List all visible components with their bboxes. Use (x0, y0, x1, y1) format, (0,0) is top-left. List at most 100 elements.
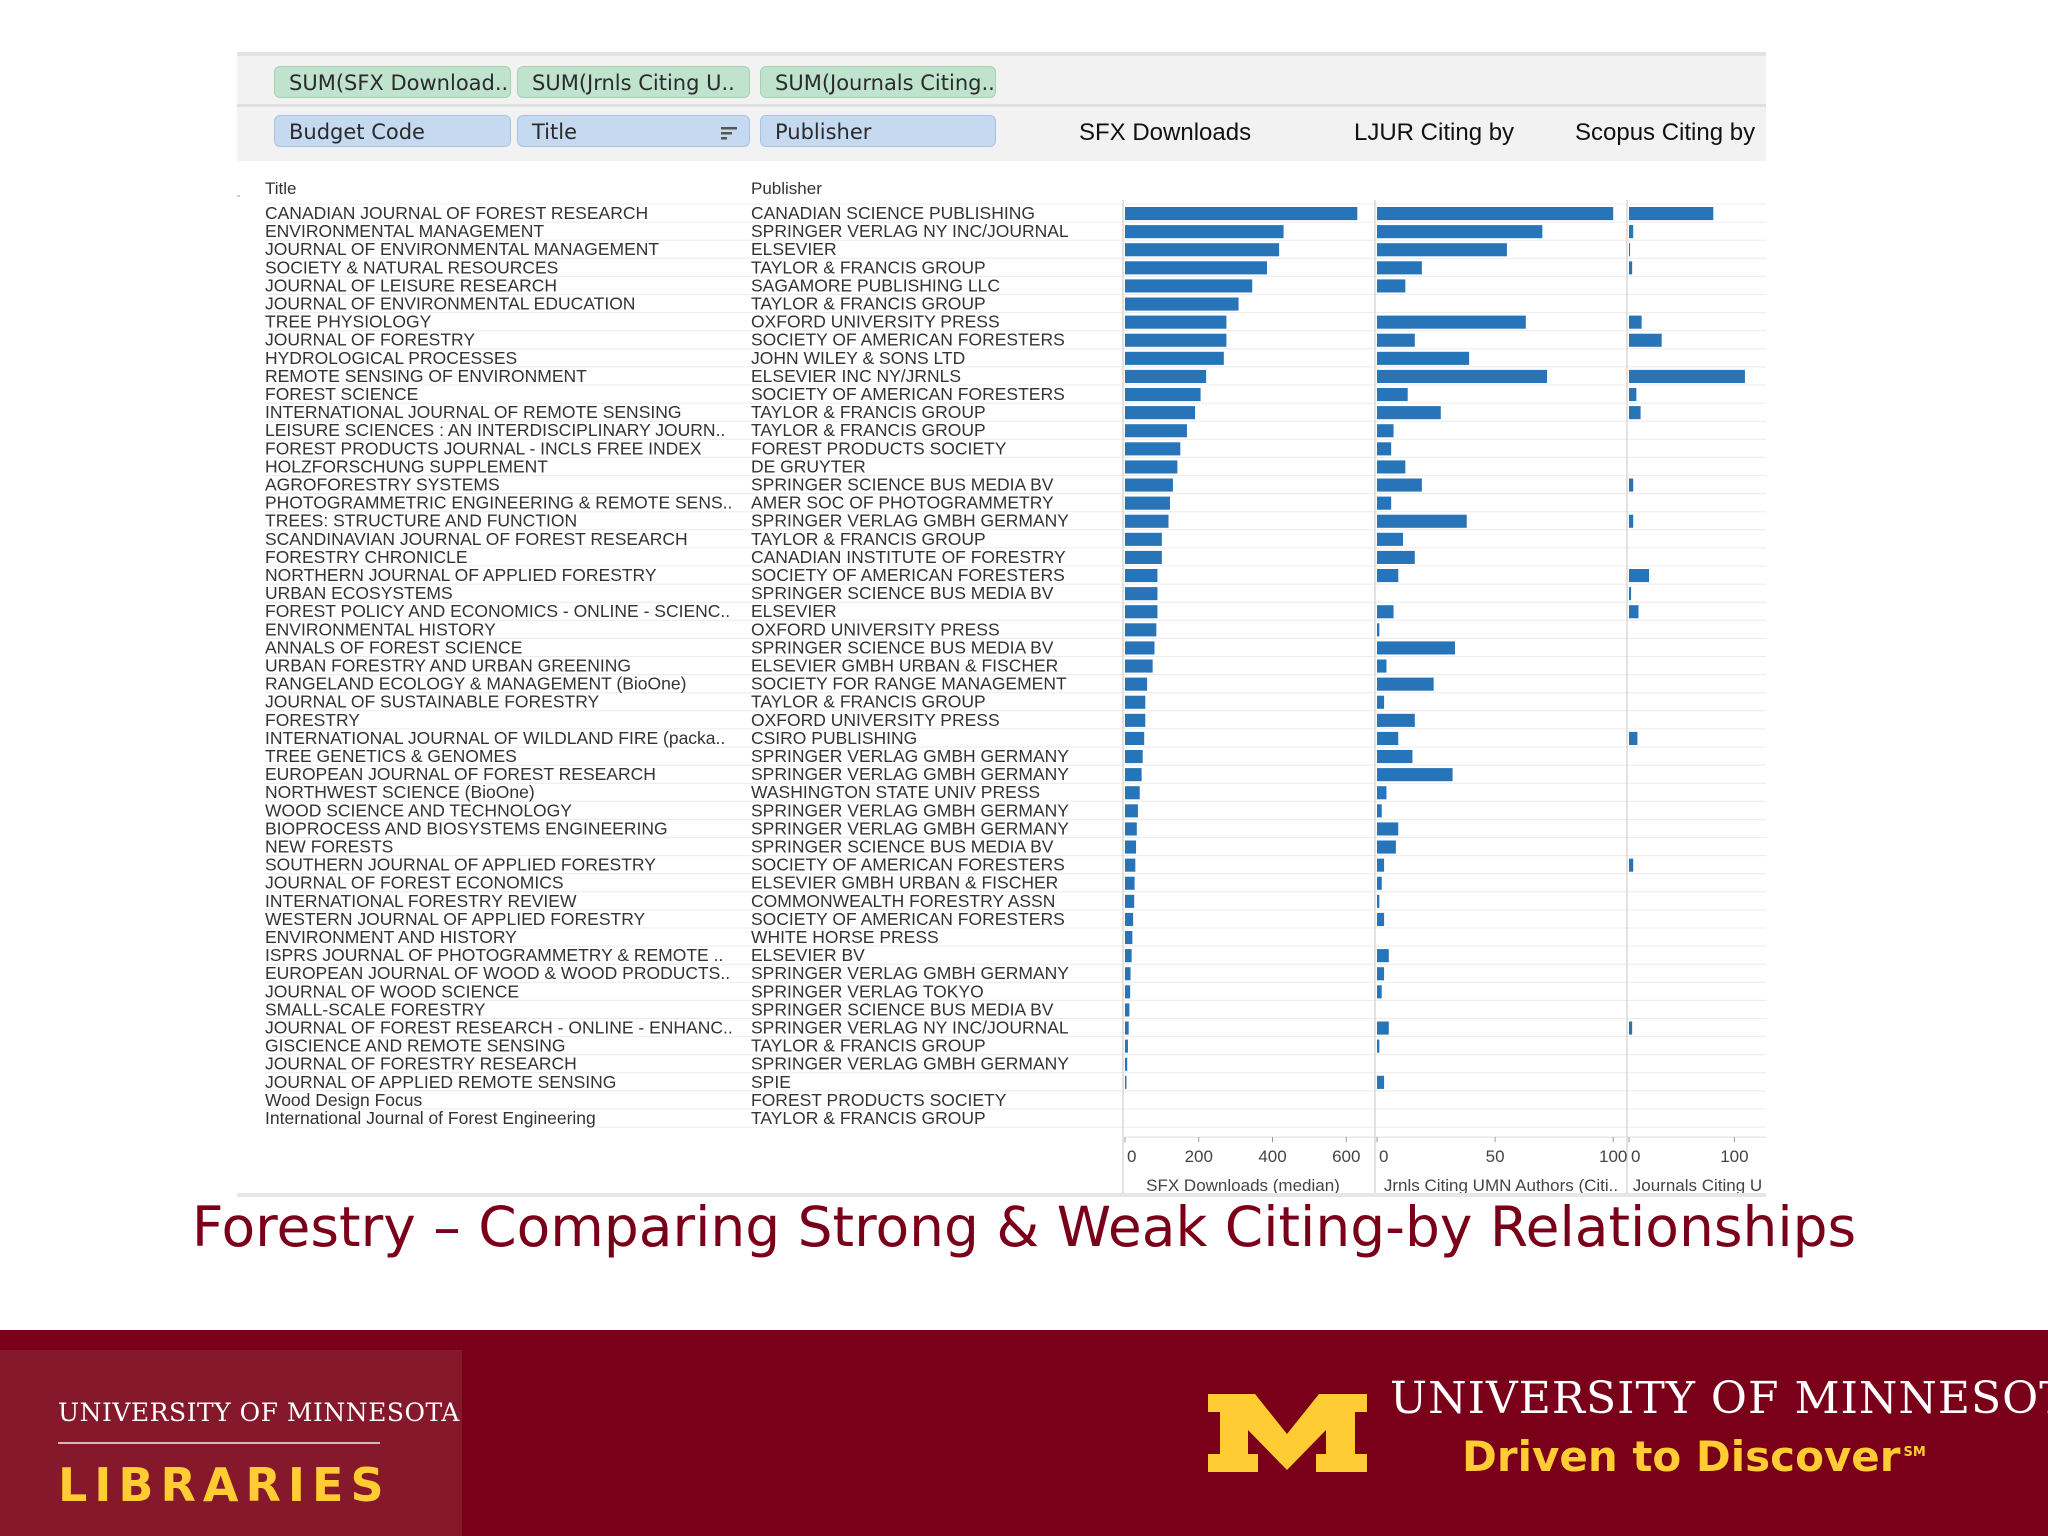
category-label: TREE PHYSIOLOGY (265, 312, 432, 332)
category-label: SOCIETY & NATURAL RESOURCES (265, 257, 558, 277)
sort-descending-icon[interactable] (721, 126, 737, 140)
bar-ljur-citing-by (1377, 333, 1415, 347)
category-label: LEISURE SCIENCES : AN INTERDISCIPLINARY … (265, 420, 725, 440)
columns-pill-sfx-downloads[interactable]: SUM(SFX Download.. (274, 66, 511, 98)
publisher-label: SPRINGER VERLAG NY INC/JOURNAL (751, 221, 1069, 241)
publisher-label: TAYLOR & FRANCIS GROUP (751, 1108, 986, 1128)
category-label: URBAN ECOSYSTEMS (265, 583, 453, 603)
bar-sfx-downloads (1125, 623, 1157, 637)
publisher-label: SPRINGER SCIENCE BUS MEDIA BV (751, 583, 1054, 603)
bar-sfx-downloads (1125, 315, 1227, 329)
bar-ljur-citing-by (1377, 1021, 1389, 1035)
bar-sfx-downloads (1125, 569, 1158, 583)
column-header-sfx-downloads: SFX Downloads (1079, 119, 1252, 146)
category-label: REMOTE SENSING OF ENVIRONMENT (265, 366, 587, 386)
category-label: JOURNAL OF FORESTRY (265, 330, 475, 350)
bar-sfx-downloads (1125, 207, 1358, 221)
category-label: International Journal of Forest Engineer… (265, 1108, 596, 1128)
publisher-label: TAYLOR & FRANCIS GROUP (751, 402, 986, 422)
category-label: FOREST PRODUCTS JOURNAL - INCLS FREE IND… (265, 438, 702, 458)
category-label: PHOTOGRAMMETRIC ENGINEERING & REMOTE SEN… (265, 493, 732, 513)
libraries-label: LIBRARIES (58, 1458, 391, 1512)
publisher-label: SOCIETY OF AMERICAN FORESTERS (751, 909, 1065, 929)
bar-sfx-downloads (1125, 442, 1181, 456)
publisher-label: SOCIETY OF AMERICAN FORESTERS (751, 330, 1065, 350)
publisher-label: ELSEVIER (751, 239, 837, 259)
chart-bottom-divider (237, 1193, 1766, 1197)
category-label: CANADIAN JOURNAL OF FOREST RESEARCH (265, 203, 648, 223)
bar-ljur-citing-by (1377, 659, 1387, 673)
publisher-label: SPRINGER SCIENCE BUS MEDIA BV (751, 999, 1054, 1019)
bar-ljur-citing-by (1377, 442, 1392, 456)
bar-sfx-downloads (1125, 641, 1155, 655)
bar-ljur-citing-by (1377, 949, 1389, 963)
rows-pill-budget-code[interactable]: Budget Code (274, 115, 511, 147)
publisher-label: ELSEVIER (751, 601, 837, 621)
category-label: SCANDINAVIAN JOURNAL OF FOREST RESEARCH (265, 529, 688, 549)
category-label: FOREST POLICY AND ECONOMICS - ONLINE - S… (265, 601, 730, 621)
axis-label: Jrnls Citing UMN Authors (Citi.. (1384, 1176, 1618, 1195)
publisher-label: OXFORD UNIVERSITY PRESS (751, 619, 1000, 639)
category-label: GISCIENCE AND REMOTE SENSING (265, 1036, 565, 1056)
bar-ljur-citing-by (1377, 550, 1415, 564)
bar-sfx-downloads (1125, 967, 1131, 981)
category-label: NORTHERN JOURNAL OF APPLIED FORESTRY (265, 565, 657, 585)
bar-sfx-downloads (1125, 876, 1135, 890)
bar-scopus-citing-by (1629, 333, 1662, 347)
bar-ljur-citing-by (1377, 677, 1434, 691)
bar-sfx-downloads (1125, 822, 1137, 836)
bar-sfx-downloads (1125, 1003, 1130, 1017)
bar-scopus-citing-by (1629, 731, 1638, 745)
publisher-label: SPRINGER VERLAG GMBH GERMANY (751, 746, 1069, 766)
bar-sfx-downloads (1125, 605, 1158, 619)
publisher-label: SOCIETY OF AMERICAN FORESTERS (751, 565, 1065, 585)
columns-pill-jrnls-citing[interactable]: SUM(Jrnls Citing U.. (517, 66, 750, 98)
bar-ljur-citing-by (1377, 822, 1399, 836)
bar-sfx-downloads (1125, 1021, 1129, 1035)
bar-sfx-downloads (1125, 496, 1170, 510)
bar-ljur-citing-by (1377, 225, 1543, 239)
tick-label: 400 (1258, 1147, 1286, 1166)
bar-scopus-citing-by (1629, 514, 1634, 528)
chart-area: Title Publisher CANADIAN JOURNAL OF FOREST… (237, 160, 1766, 1195)
bar-ljur-citing-by (1377, 514, 1467, 528)
category-label: ENVIRONMENT AND HISTORY (265, 927, 517, 947)
libraries-logo-block: UNIVERSITY OF MINNESOTA LIBRARIES (0, 1350, 462, 1536)
bar-ljur-citing-by (1377, 967, 1385, 981)
bar-ljur-citing-by (1377, 261, 1422, 275)
bar-ljur-citing-by (1377, 1075, 1385, 1089)
publisher-label: DE GRUYTER (751, 456, 866, 476)
bar-sfx-downloads (1125, 460, 1178, 474)
column-header-scopus-citing: Scopus Citing by (1575, 119, 1756, 146)
rows-pill-publisher[interactable]: Publisher (760, 115, 996, 147)
bar-ljur-citing-by (1377, 912, 1385, 926)
category-label: BIOPROCESS AND BIOSYSTEMS ENGINEERING (265, 818, 668, 838)
bar-ljur-citing-by (1377, 605, 1394, 619)
bar-ljur-citing-by (1377, 406, 1441, 420)
category-label: HOLZFORSCHUNG SUPPLEMENT (265, 456, 548, 476)
columns-pill-journals-citing[interactable]: SUM(Journals Citing.. (760, 66, 996, 98)
bar-ljur-citing-by (1377, 876, 1382, 890)
rows-pill-title[interactable]: Title (517, 115, 750, 147)
category-label: Wood Design Focus (265, 1090, 423, 1110)
rows-shelf: Budget Code Title Publisher SFX Download… (237, 109, 1766, 153)
slide-title: Forestry – Comparing Strong & Weak Citin… (191, 1195, 1857, 1259)
bar-sfx-downloads (1125, 514, 1169, 528)
bar-ljur-citing-by (1377, 351, 1470, 365)
publisher-label: SPRINGER VERLAG GMBH GERMANY (751, 511, 1069, 531)
bar-ljur-citing-by (1377, 695, 1385, 709)
bar-sfx-downloads (1125, 532, 1162, 546)
bar-ljur-citing-by (1377, 731, 1399, 745)
bar-sfx-downloads (1125, 768, 1142, 782)
category-label: JOURNAL OF LEISURE RESEARCH (265, 275, 557, 295)
bar-scopus-citing-by (1629, 858, 1634, 872)
publisher-label: OXFORD UNIVERSITY PRESS (751, 710, 1000, 730)
service-mark: SM (1903, 1445, 1926, 1460)
category-label: JOURNAL OF ENVIRONMENTAL EDUCATION (265, 294, 635, 314)
bar-scopus-citing-by (1629, 261, 1633, 275)
bar-ljur-citing-by (1377, 768, 1453, 782)
bar-scopus-citing-by (1629, 605, 1639, 619)
category-label: INTERNATIONAL JOURNAL OF REMOTE SENSING (265, 402, 681, 422)
category-label: JOURNAL OF ENVIRONMENTAL MANAGEMENT (265, 239, 659, 259)
category-label: RANGELAND ECOLOGY & MANAGEMENT (BioOne) (265, 674, 686, 694)
